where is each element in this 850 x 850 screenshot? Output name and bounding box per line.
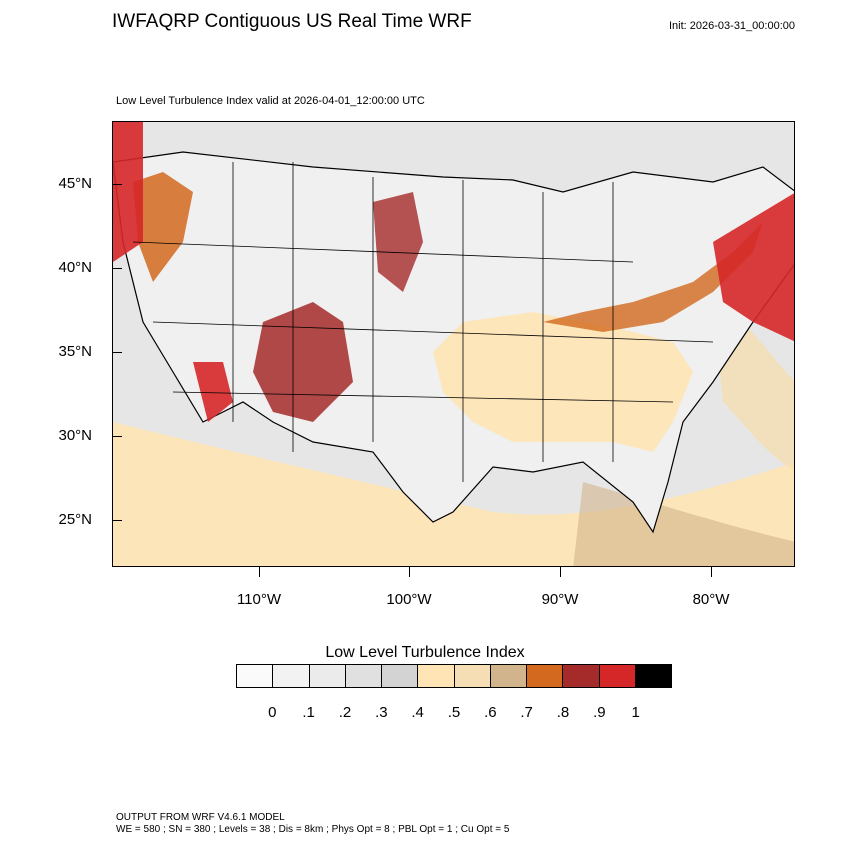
colorbar-tick-label: .4	[411, 704, 424, 721]
colorbar-swatch	[490, 665, 527, 687]
lon-label-90w: 90°W	[541, 591, 579, 608]
colorbar-tick-label: .6	[484, 704, 497, 721]
lat-tick	[112, 184, 122, 185]
lon-tick	[409, 567, 410, 577]
colorbar-tick-label: .5	[447, 704, 461, 721]
lon-label-110w: 110°W	[236, 591, 282, 608]
colorbar-swatch	[345, 665, 382, 687]
lon-label-100w: 100°W	[386, 591, 432, 608]
lat-tick	[112, 352, 122, 353]
lat-tick	[112, 268, 122, 269]
colorbar	[236, 664, 672, 688]
init-time-label: Init: 2026-03-31_00:00:00	[669, 20, 795, 32]
sw-desert-region	[193, 362, 233, 422]
four-corners-region	[253, 302, 353, 422]
lat-label-35n: 35°N	[58, 343, 92, 360]
lat-tick	[112, 436, 122, 437]
northeast-region	[713, 193, 794, 342]
colorbar-swatch	[563, 665, 600, 687]
colorbar-swatch	[599, 665, 636, 687]
footer-model-line: OUTPUT FROM WRF V4.6.1 MODEL	[116, 812, 285, 823]
lon-label-80w: 80°W	[692, 591, 730, 608]
lon-tick	[560, 567, 561, 577]
lat-tick	[112, 520, 122, 521]
colorbar-swatch	[237, 665, 274, 687]
plot-subtitle: Low Level Turbulence Index valid at 2026…	[116, 95, 425, 107]
lat-label-40n: 40°N	[58, 259, 92, 276]
black-hills-region	[373, 192, 423, 292]
colorbar-tick-label: .8	[556, 704, 570, 721]
lat-label-25n: 25°N	[58, 511, 92, 528]
colorbar-swatch	[309, 665, 346, 687]
colorbar-swatch	[273, 665, 310, 687]
colorbar-swatch	[382, 665, 419, 687]
lat-label-45n: 45°N	[58, 175, 92, 192]
colorbar-tick-label: .9	[593, 704, 606, 721]
map-svg	[113, 122, 794, 566]
colorbar-tick-label: 0	[268, 704, 277, 721]
main-title: IWFAQRP Contiguous US Real Time WRF	[112, 11, 472, 32]
colorbar-tick-label: .2	[338, 704, 352, 721]
gulf-shading-dark	[573, 482, 794, 566]
pacific-nw-region	[133, 172, 193, 282]
colorbar-tick-label: .1	[302, 704, 315, 721]
colorbar-swatch	[418, 665, 455, 687]
lat-label-30n: 30°N	[58, 427, 92, 444]
colorbar-swatch	[527, 665, 564, 687]
colorbar-swatch	[635, 665, 671, 687]
lon-tick	[711, 567, 712, 577]
state-boundaries	[132, 162, 714, 482]
colorbar-title: Low Level Turbulence Index	[325, 644, 525, 661]
footer-config-line: WE = 580 ; SN = 380 ; Levels = 38 ; Dis …	[116, 824, 510, 835]
colorbar-tick-label: .7	[520, 704, 533, 721]
colorbar-tick-label: 1	[631, 704, 640, 721]
pacific-coast-region	[113, 122, 143, 262]
turbulence-map	[112, 121, 795, 567]
lon-tick	[259, 567, 260, 577]
central-turbulence-region	[433, 312, 693, 452]
colorbar-tick-label: .3	[375, 704, 388, 721]
colorbar-swatch	[454, 665, 491, 687]
